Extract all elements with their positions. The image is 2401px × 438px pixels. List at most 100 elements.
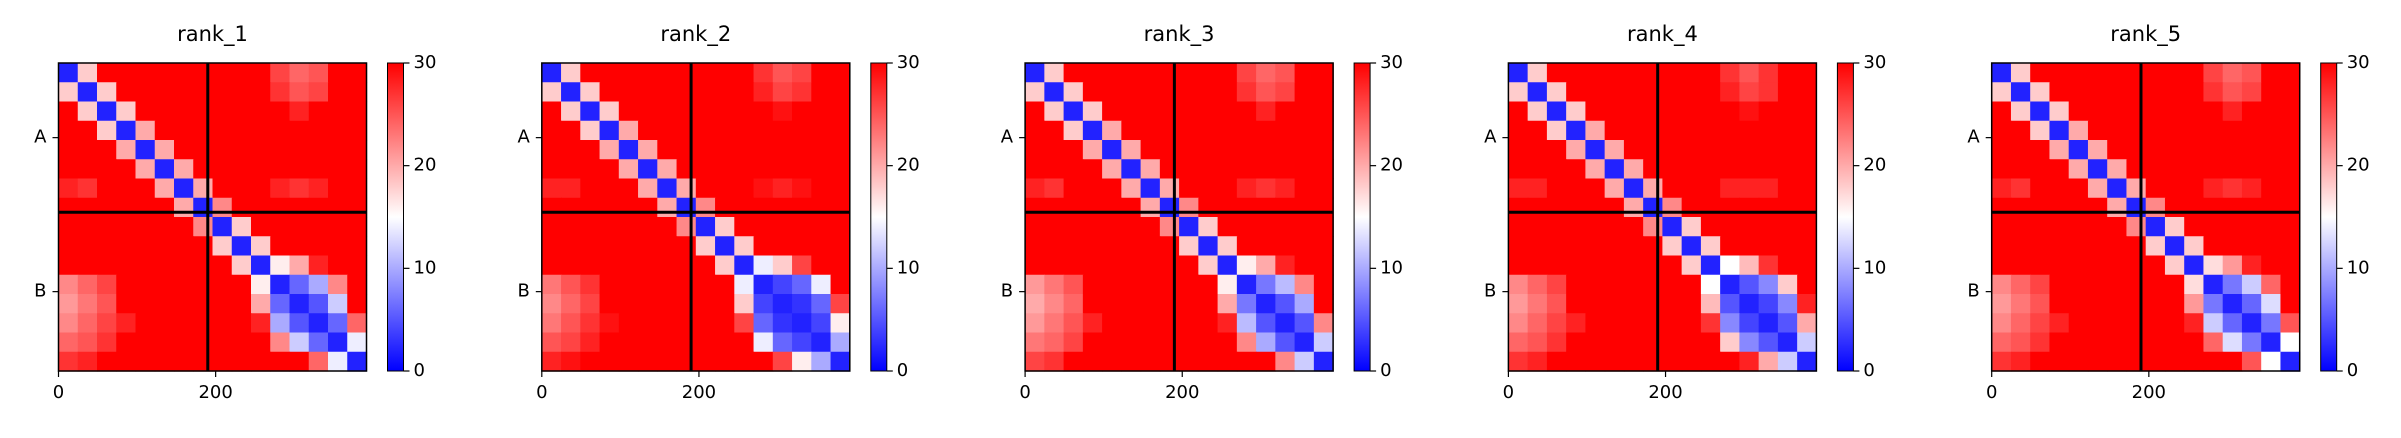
heatmap-cell <box>811 351 832 372</box>
heatmap-cell <box>2184 294 2205 314</box>
heatmap-cell <box>2049 313 2070 334</box>
heatmap-cell <box>212 63 233 83</box>
heatmap-cell <box>1082 351 1103 372</box>
heatmap-cell <box>135 159 156 180</box>
heatmap-cell <box>830 332 851 353</box>
heatmap-cell <box>792 274 812 295</box>
heatmap-cell <box>1217 82 1238 103</box>
heatmap-cell <box>715 313 735 334</box>
heatmap-cell <box>715 101 735 122</box>
heatmap-cell <box>2107 351 2128 372</box>
heatmap-cell <box>347 140 368 160</box>
heatmap-cell <box>1025 313 1045 334</box>
heatmap-cell <box>1198 140 1219 160</box>
heatmap-cell <box>772 197 793 218</box>
heatmap-cell <box>77 101 98 122</box>
heatmap-cell <box>212 351 233 372</box>
heatmap-cell <box>1025 294 1045 314</box>
heatmap-cell <box>2049 101 2070 122</box>
heatmap-cell <box>270 217 291 237</box>
heatmap-cell <box>638 351 658 372</box>
heatmap-cell <box>1179 197 1199 218</box>
heatmap-cell <box>1739 351 1760 372</box>
heatmap-cell <box>347 217 368 237</box>
heatmap-cell <box>347 274 368 295</box>
heatmap-cell <box>1159 197 1180 218</box>
heatmap-cell <box>1025 217 1045 237</box>
heatmap-cell <box>2164 236 2185 257</box>
heatmap-cell <box>1063 294 1084 314</box>
heatmap-cell <box>1546 82 1567 103</box>
heatmap-cell <box>2164 159 2185 180</box>
heatmap-cell <box>270 197 291 218</box>
colorbar-tick-label: 10 <box>897 257 920 278</box>
heatmap-cell <box>1527 178 1548 199</box>
heatmap-cell <box>1700 274 1721 295</box>
heatmap-cell <box>58 140 79 160</box>
heatmap-cell <box>1198 294 1219 314</box>
heatmap-cell <box>1991 217 2012 237</box>
heatmap-cell <box>1082 120 1103 141</box>
heatmap-cell <box>618 236 639 257</box>
heatmap-cell <box>2049 332 2070 353</box>
heatmap-cell <box>174 159 194 180</box>
x-tick-label: 200 <box>1165 382 1199 403</box>
heatmap-cell <box>1527 120 1548 141</box>
heatmap-cell <box>753 63 774 83</box>
heatmap-cell <box>58 236 79 257</box>
heatmap-cell <box>695 294 716 314</box>
heatmap-cell <box>1063 140 1084 160</box>
heatmap-cell <box>2030 159 2051 180</box>
heatmap-cell <box>347 332 368 353</box>
heatmap-cell <box>2049 351 2070 372</box>
heatmap-cell <box>618 274 639 295</box>
heatmap-cell <box>1275 236 1296 257</box>
heatmap-cell <box>2049 120 2070 141</box>
chart-title: rank_2 <box>660 22 731 47</box>
heatmap-cell <box>193 178 214 199</box>
heatmap-cell <box>116 332 137 353</box>
heatmap-cell <box>2126 236 2147 257</box>
heatmap-cell <box>753 140 774 160</box>
heatmap-cell <box>541 313 562 334</box>
heatmap-cell <box>212 120 233 141</box>
heatmap-cell <box>1566 217 1586 237</box>
heatmap-cell <box>77 120 98 141</box>
heatmap-cell <box>2030 351 2051 372</box>
heatmap-cell <box>1527 197 1548 218</box>
heatmap-cell <box>1546 351 1567 372</box>
heatmap-cell <box>561 63 581 83</box>
heatmap-cell <box>541 63 562 83</box>
heatmap-cell <box>2068 274 2089 295</box>
heatmap-cell <box>174 120 194 141</box>
heatmap-cell <box>657 178 678 199</box>
heatmap-cell <box>135 140 156 160</box>
heatmap-cell <box>792 294 812 314</box>
heatmap-cell <box>1758 101 1779 122</box>
heatmap-cell <box>1275 255 1296 276</box>
heatmap-cell <box>561 217 581 237</box>
heatmap-cell <box>811 274 832 295</box>
heatmap-cell <box>2261 82 2282 103</box>
heatmap-cell <box>1256 274 1276 295</box>
heatmap-cell <box>1508 274 1529 295</box>
heatmap-cell <box>251 140 271 160</box>
heatmap-cell <box>657 63 678 83</box>
heatmap-cell <box>753 217 774 237</box>
heatmap-cell <box>1236 351 1257 372</box>
heatmap-cell <box>135 63 156 83</box>
heatmap-cell <box>1256 140 1276 160</box>
heatmap-cell <box>1140 101 1161 122</box>
heatmap-cell <box>811 101 832 122</box>
heatmap-cell <box>1082 217 1103 237</box>
heatmap-cell <box>116 294 137 314</box>
heatmap-cell <box>231 294 252 314</box>
heatmap-cell <box>1102 197 1122 218</box>
heatmap-cell <box>1797 140 1817 160</box>
heatmap-cell <box>1217 197 1238 218</box>
heatmap-cell <box>830 159 851 180</box>
heatmap-cell <box>2280 294 2301 314</box>
heatmap-cell <box>212 178 233 199</box>
heatmap-cell <box>599 274 620 295</box>
heatmap-cell <box>1025 63 1045 83</box>
